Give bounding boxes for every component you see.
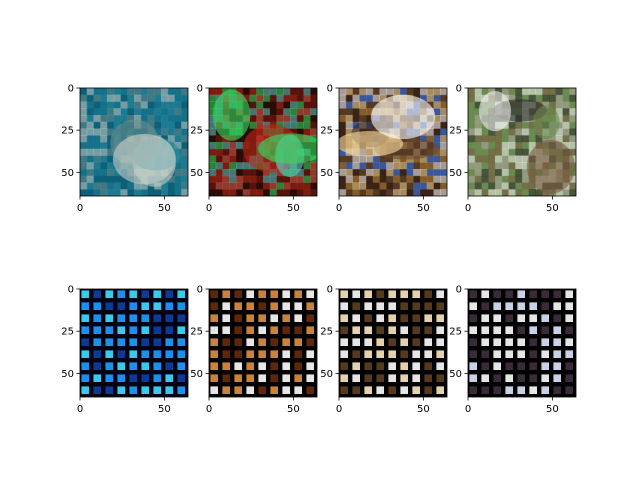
panel-image [80,88,188,196]
y-tick-label: 50 [320,369,333,380]
panel-0-0: 0 50 0 25 50 [61,84,189,214]
panel-image [339,88,447,196]
y-tick-label: 50 [61,369,74,380]
panel-image [339,289,447,397]
y-tick-label: 25 [320,327,333,338]
y-tick-label: 25 [61,126,74,137]
panel-image [80,289,188,397]
y-tick-label: 0 [197,285,203,296]
panel-frame [467,87,577,197]
y-tick-label: 25 [320,126,333,137]
panel-frame [208,87,318,197]
y-tick-label: 0 [68,84,74,95]
panel-frame [79,288,189,398]
x-tick-label: 50 [417,203,430,214]
y-tick-label: 50 [61,168,74,179]
y-tick-label: 50 [449,369,462,380]
panel-image [468,289,576,397]
y-tick-label: 50 [190,168,203,179]
panel-frame [79,87,189,197]
panel-image [209,289,317,397]
x-tick-label: 50 [546,203,559,214]
y-tick-label: 50 [190,369,203,380]
panel-1-2: 0 50 0 25 50 [320,285,448,415]
panel-image [468,88,576,196]
x-tick-label: 0 [206,404,212,415]
x-tick-label: 50 [287,203,300,214]
y-tick-label: 25 [449,126,462,137]
x-tick-label: 0 [77,203,83,214]
y-tick-label: 25 [61,327,74,338]
panel-frame [467,288,577,398]
y-tick-label: 0 [456,84,462,95]
x-tick-label: 0 [336,404,342,415]
panel-0-3: 0 50 0 25 50 [449,84,577,214]
panel-image [209,88,317,196]
x-tick-label: 50 [287,404,300,415]
x-tick-label: 0 [465,203,471,214]
panel-0-1: 0 50 0 25 50 [190,84,318,214]
panel-1-3: 0 50 0 25 50 [449,285,577,415]
x-tick-label: 50 [158,404,171,415]
y-tick-label: 25 [449,327,462,338]
x-tick-label: 50 [158,203,171,214]
x-tick-label: 0 [465,404,471,415]
x-tick-label: 0 [206,203,212,214]
y-tick-label: 25 [190,126,203,137]
panel-0-2: 0 50 0 25 50 [320,84,448,214]
x-tick-label: 0 [77,404,83,415]
panel-frame [338,288,448,398]
y-tick-label: 0 [327,285,333,296]
panel-1-0: 0 50 0 25 50 [61,285,189,415]
y-tick-label: 50 [449,168,462,179]
panel-frame [338,87,448,197]
x-tick-label: 0 [336,203,342,214]
x-tick-label: 50 [417,404,430,415]
y-tick-label: 50 [320,168,333,179]
y-tick-label: 25 [190,327,203,338]
panel-1-1: 0 50 0 25 50 [190,285,318,415]
y-tick-label: 0 [197,84,203,95]
y-tick-label: 0 [327,84,333,95]
y-tick-label: 0 [68,285,74,296]
y-tick-label: 0 [456,285,462,296]
x-tick-label: 50 [546,404,559,415]
panel-frame [208,288,318,398]
